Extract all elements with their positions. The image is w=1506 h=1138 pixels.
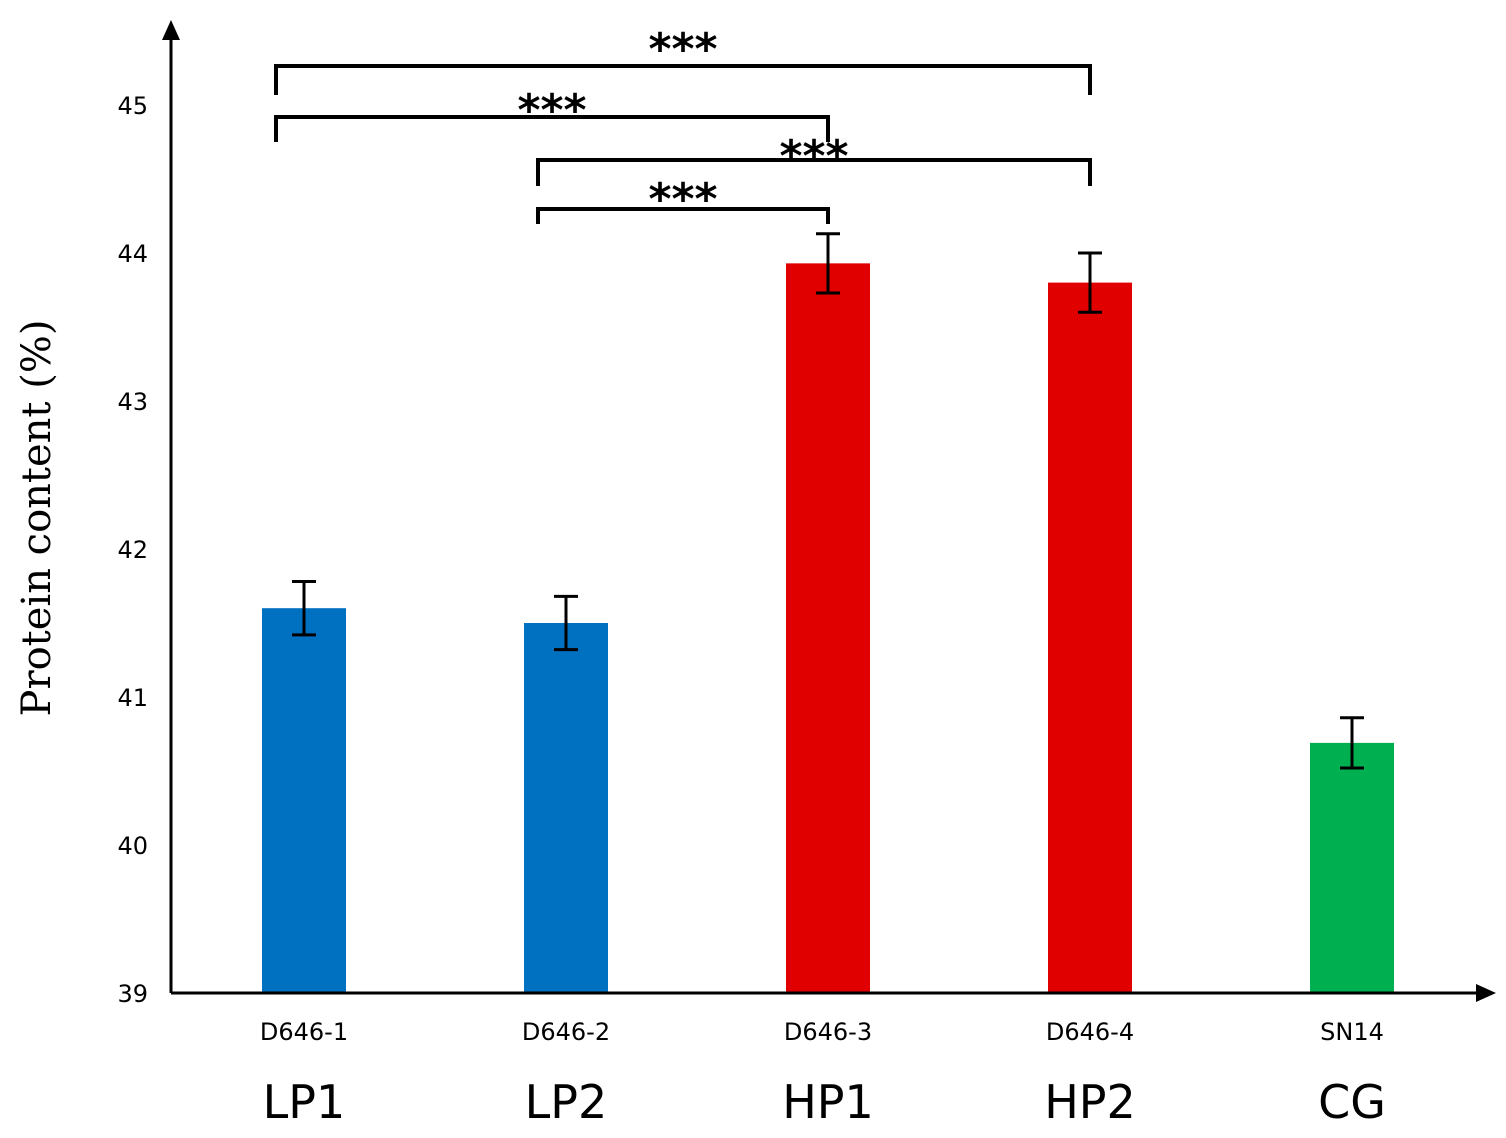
x-tick-label: D646-2 xyxy=(522,1018,610,1046)
y-tick-label: 40 xyxy=(117,832,148,860)
significance-label: *** xyxy=(779,131,848,182)
significance-brackets: *** *** *** *** xyxy=(274,24,1092,225)
group-label: LP1 xyxy=(263,1075,346,1129)
group-label: LP2 xyxy=(525,1075,608,1129)
bar-d646-4 xyxy=(1048,282,1132,992)
bars xyxy=(262,263,1394,992)
group-label: HP1 xyxy=(782,1075,874,1129)
y-tick-label: 42 xyxy=(117,536,148,564)
error-bars xyxy=(292,232,1364,770)
bar-d646-3 xyxy=(786,263,870,992)
significance-bracket xyxy=(274,115,830,142)
x-tick-label: D646-3 xyxy=(784,1018,872,1046)
x-tick-label: D646-1 xyxy=(260,1018,348,1046)
group-label: HP2 xyxy=(1044,1075,1136,1129)
significance-bracket xyxy=(274,64,1092,95)
x-tick-label: D646-4 xyxy=(1046,1018,1134,1046)
y-axis-label: Protein content (%) xyxy=(14,320,60,717)
significance-label: *** xyxy=(517,85,586,136)
y-tick-label: 39 xyxy=(117,980,148,1008)
bar-d646-2 xyxy=(524,623,608,992)
y-axis-arrow-icon xyxy=(162,20,180,40)
axes xyxy=(162,20,1496,1002)
bar-d646-1 xyxy=(262,608,346,992)
significance-label: *** xyxy=(648,174,717,225)
significance-bracket xyxy=(536,158,1092,186)
y-tick-labels: 39 40 41 42 43 44 45 xyxy=(117,92,148,1008)
y-tick-label: 43 xyxy=(117,388,148,416)
y-tick-label: 41 xyxy=(117,684,148,712)
x-tick-labels: D646-1 D646-2 D646-3 D646-4 SN14 xyxy=(260,1018,1384,1046)
x-axis-arrow-icon xyxy=(1476,984,1496,1002)
group-label: CG xyxy=(1318,1075,1386,1129)
bar-sn14 xyxy=(1310,742,1394,992)
y-tick-label: 45 xyxy=(117,92,148,120)
y-tick-label: 44 xyxy=(117,240,148,268)
significance-bracket xyxy=(536,207,830,224)
x-tick-label: SN14 xyxy=(1320,1018,1384,1046)
significance-label: *** xyxy=(648,24,717,75)
group-labels: LP1 LP2 HP1 HP2 CG xyxy=(263,1075,1386,1129)
